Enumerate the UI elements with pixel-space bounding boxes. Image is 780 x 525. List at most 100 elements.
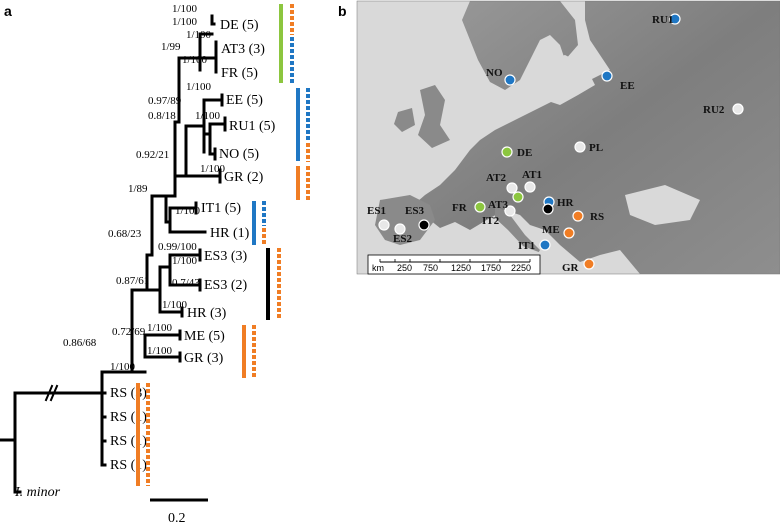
map-base bbox=[357, 1, 780, 274]
tip-label: RU1 (5) bbox=[229, 119, 276, 134]
map-scale-tick: 1750 bbox=[481, 263, 501, 273]
support-value: 1/100 bbox=[186, 29, 212, 41]
support-value: 0.99/100 bbox=[158, 241, 197, 253]
site-dot-at2 bbox=[506, 182, 518, 194]
site-label: RU2 bbox=[703, 104, 725, 116]
support-value: 1/100 bbox=[172, 255, 198, 267]
panel-letter-a: a bbox=[4, 3, 12, 19]
map-panel: b bbox=[338, 0, 780, 275]
cluster-bars bbox=[136, 4, 310, 486]
site-dot-rs bbox=[572, 210, 584, 222]
tip-label: HR (3) bbox=[187, 306, 227, 321]
tip-labels: DE (5) AT3 (3) FR (5) EE (5) RU1 (5) NO … bbox=[14, 18, 276, 500]
site-dot-es1 bbox=[378, 219, 390, 231]
site-dot-pl bbox=[574, 141, 586, 153]
cluster-bar-green bbox=[279, 4, 283, 83]
landmass-italy bbox=[495, 205, 540, 258]
site-dot-fr bbox=[474, 201, 486, 213]
site-label: GR bbox=[562, 262, 580, 274]
support-value: 1/100 bbox=[147, 322, 173, 334]
tip-label: NO (5) bbox=[219, 147, 259, 162]
site-label: ES3 bbox=[405, 205, 424, 217]
cluster-bar-blue bbox=[296, 88, 300, 161]
site-label: AT2 bbox=[486, 172, 506, 184]
site-dot-gr bbox=[583, 258, 595, 270]
landmass-iberia bbox=[375, 195, 435, 245]
black-sea bbox=[625, 185, 700, 225]
support-value: 1/100 bbox=[200, 163, 226, 175]
site-dot-ru1 bbox=[669, 13, 681, 25]
support-value: 0.72/69 bbox=[112, 326, 146, 338]
site-label: PL bbox=[589, 142, 603, 154]
support-value: 1/89 bbox=[128, 183, 148, 195]
map-scale-unit: km bbox=[372, 263, 384, 273]
panel-letter-b: b bbox=[338, 3, 347, 19]
site-dot-it2 bbox=[504, 205, 516, 217]
map-scale-bar: km 250 750 1250 1750 2250 bbox=[367, 254, 541, 275]
tip-label: GR (2) bbox=[224, 170, 264, 185]
tip-label: RS (1) bbox=[110, 434, 147, 449]
site-label: ES2 bbox=[393, 233, 412, 245]
site-label: IT1 bbox=[518, 240, 535, 252]
tip-label: ES3 (2) bbox=[204, 278, 248, 293]
site-dot-ru2 bbox=[732, 103, 744, 115]
cluster-bar-blue bbox=[252, 201, 256, 245]
site-label: IT2 bbox=[482, 215, 500, 227]
support-value: 0.7/43 bbox=[172, 277, 200, 289]
site-dot-at3 bbox=[512, 191, 524, 203]
site-dot-ee bbox=[601, 70, 613, 82]
cluster-bar-orange bbox=[296, 166, 300, 200]
site-label: EE bbox=[620, 80, 635, 92]
site-dot-at1 bbox=[524, 181, 536, 193]
support-value: 0.87/61 bbox=[116, 275, 149, 287]
site-dot-hr-black bbox=[542, 203, 554, 215]
support-value: 1/100 bbox=[162, 299, 188, 311]
support-value: 1/100 bbox=[195, 110, 221, 122]
site-label: AT3 bbox=[488, 199, 508, 211]
support-value: 1/100 bbox=[175, 205, 201, 217]
tree-scale-bar: 0.2 bbox=[150, 498, 208, 525]
tip-label: ES3 (3) bbox=[204, 249, 248, 264]
support-value: 1/100 bbox=[110, 361, 136, 373]
site-label: RS bbox=[590, 211, 604, 223]
support-value: 1/100 bbox=[172, 16, 198, 28]
site-labels: RU1 NO EE RU2 DE PL AT2 AT1 AT3 FR IT2 E… bbox=[367, 14, 725, 274]
site-label: NO bbox=[486, 67, 503, 79]
support-value: 1/100 bbox=[186, 81, 212, 93]
site-label: AT1 bbox=[522, 169, 542, 181]
support-value: 0.92/21 bbox=[136, 149, 169, 161]
cluster-bar-orange bbox=[242, 325, 246, 378]
support-value: 0.8/18 bbox=[148, 110, 176, 122]
site-label: ES1 bbox=[367, 205, 386, 217]
site-dot-de bbox=[501, 146, 513, 158]
site-dot-it1 bbox=[539, 239, 551, 251]
tip-label: GR (3) bbox=[184, 351, 224, 366]
support-value: 1/100 bbox=[182, 54, 208, 66]
tip-label: IT1 (5) bbox=[201, 201, 241, 216]
tip-label: HR (1) bbox=[210, 226, 250, 241]
support-value: 0.97/89 bbox=[148, 95, 182, 107]
site-label: FR bbox=[452, 202, 468, 214]
tip-label: DE (5) bbox=[220, 18, 259, 33]
tip-label-outgroup: I. minor bbox=[14, 485, 61, 500]
site-dot-no bbox=[504, 74, 516, 86]
tip-label: EE (5) bbox=[226, 93, 263, 108]
support-value: 1/99 bbox=[161, 41, 181, 53]
tip-label: FR (5) bbox=[221, 66, 258, 81]
map-scale-tick: 2250 bbox=[511, 263, 531, 273]
tip-label: RS (1) bbox=[110, 410, 147, 425]
branch-break-mark bbox=[44, 384, 59, 402]
support-value: 0.68/23 bbox=[108, 228, 142, 240]
map-scale-tick: 750 bbox=[423, 263, 438, 273]
site-dot-es3 bbox=[418, 219, 430, 231]
support-value: 0.86/68 bbox=[63, 337, 97, 349]
map-scale-tick: 250 bbox=[397, 263, 412, 273]
tip-label: RS (3) bbox=[110, 386, 147, 401]
site-label: DE bbox=[517, 147, 532, 159]
phylogeny-panel: a bbox=[0, 3, 310, 525]
site-label: ME bbox=[542, 224, 560, 236]
landmass-britain bbox=[418, 85, 450, 148]
support-values: 1/100 1/100 1/100 1/99 1/100 1/100 0.97/… bbox=[63, 3, 226, 373]
